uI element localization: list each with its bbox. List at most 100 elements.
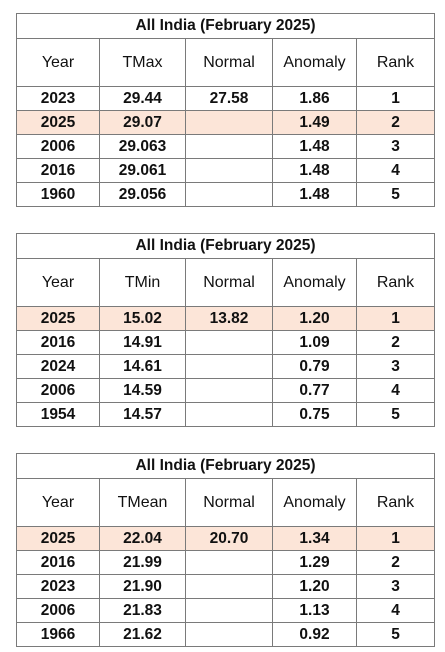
column-header-tmin: TMin bbox=[99, 258, 186, 307]
cell-normal bbox=[185, 354, 273, 379]
cell-normal: 20.70 bbox=[185, 526, 273, 551]
cell-anomaly: 0.92 bbox=[272, 622, 357, 647]
column-header-rank: Rank bbox=[355, 478, 436, 527]
cell-year: 1966 bbox=[16, 622, 100, 647]
table-row: 2023 21.90 1.20 3 bbox=[16, 574, 436, 599]
cell-anomaly: 1.09 bbox=[272, 330, 357, 355]
cell-normal bbox=[185, 378, 273, 403]
cell-year: 2023 bbox=[16, 574, 100, 599]
cell-rank: 1 bbox=[355, 86, 436, 111]
cell-rank: 1 bbox=[355, 306, 436, 331]
cell-rank: 4 bbox=[355, 158, 436, 183]
cell-value: 14.57 bbox=[99, 402, 186, 427]
table-row: 1960 29.056 1.48 5 bbox=[16, 182, 436, 207]
cell-value: 29.061 bbox=[99, 158, 186, 183]
cell-rank: 2 bbox=[355, 550, 436, 575]
cell-anomaly: 1.29 bbox=[272, 550, 357, 575]
cell-normal bbox=[185, 182, 273, 207]
tmean-table: All India (February 2025) Year TMean Nor… bbox=[15, 453, 436, 647]
cell-normal bbox=[185, 158, 273, 183]
cell-normal bbox=[185, 598, 273, 623]
column-header-rank: Rank bbox=[355, 258, 436, 307]
table-row-highlighted: 2025 29.07 1.49 2 bbox=[16, 110, 436, 135]
table-row: 2016 14.91 1.09 2 bbox=[16, 330, 436, 355]
cell-anomaly: 0.79 bbox=[272, 354, 357, 379]
cell-normal bbox=[185, 134, 273, 159]
cell-rank: 5 bbox=[355, 402, 436, 427]
column-header-anomaly: Anomaly bbox=[272, 478, 357, 527]
cell-value: 21.90 bbox=[99, 574, 186, 599]
cell-value: 21.83 bbox=[99, 598, 186, 623]
table-row: 2024 14.61 0.79 3 bbox=[16, 354, 436, 379]
table-title: All India (February 2025) bbox=[15, 233, 436, 259]
tmax-table: All India (February 2025) Year TMax Norm… bbox=[15, 13, 436, 207]
tmin-table: All India (February 2025) Year TMin Norm… bbox=[15, 233, 436, 427]
cell-rank: 2 bbox=[355, 110, 436, 135]
table-row: 2006 21.83 1.13 4 bbox=[16, 598, 436, 623]
cell-anomaly: 1.20 bbox=[272, 574, 357, 599]
cell-year: 2006 bbox=[16, 598, 100, 623]
cell-year: 2024 bbox=[16, 354, 100, 379]
cell-anomaly: 1.34 bbox=[272, 526, 357, 551]
cell-year: 2016 bbox=[16, 550, 100, 575]
cell-anomaly: 0.75 bbox=[272, 402, 357, 427]
table-row: 1966 21.62 0.92 5 bbox=[16, 622, 436, 647]
column-header-year: Year bbox=[16, 258, 100, 307]
column-header-tmax: TMax bbox=[99, 38, 186, 87]
cell-value: 21.99 bbox=[99, 550, 186, 575]
column-header-normal: Normal bbox=[185, 38, 273, 87]
cell-anomaly: 1.48 bbox=[272, 158, 357, 183]
table-row-highlighted: 2025 22.04 20.70 1.34 1 bbox=[16, 526, 436, 551]
table-row: 1954 14.57 0.75 5 bbox=[16, 402, 436, 427]
cell-year: 2025 bbox=[16, 306, 100, 331]
cell-value: 21.62 bbox=[99, 622, 186, 647]
cell-anomaly: 1.48 bbox=[272, 182, 357, 207]
cell-value: 29.056 bbox=[99, 182, 186, 207]
cell-rank: 3 bbox=[355, 354, 436, 379]
cell-year: 1954 bbox=[16, 402, 100, 427]
cell-normal bbox=[185, 622, 273, 647]
cell-anomaly: 1.20 bbox=[272, 306, 357, 331]
cell-year: 2016 bbox=[16, 330, 100, 355]
cell-anomaly: 1.48 bbox=[272, 134, 357, 159]
cell-rank: 5 bbox=[355, 622, 436, 647]
cell-normal: 27.58 bbox=[185, 86, 273, 111]
cell-anomaly: 1.86 bbox=[272, 86, 357, 111]
cell-value: 29.44 bbox=[99, 86, 186, 111]
cell-year: 2016 bbox=[16, 158, 100, 183]
cell-normal: 13.82 bbox=[185, 306, 273, 331]
cell-value: 15.02 bbox=[99, 306, 186, 331]
cell-year: 1960 bbox=[16, 182, 100, 207]
table-row: 2006 14.59 0.77 4 bbox=[16, 378, 436, 403]
column-header-anomaly: Anomaly bbox=[272, 38, 357, 87]
cell-value: 29.063 bbox=[99, 134, 186, 159]
cell-rank: 5 bbox=[355, 182, 436, 207]
cell-year: 2023 bbox=[16, 86, 100, 111]
cell-rank: 4 bbox=[355, 378, 436, 403]
column-header-year: Year bbox=[16, 38, 100, 87]
table-title: All India (February 2025) bbox=[15, 453, 436, 479]
column-header-tmean: TMean bbox=[99, 478, 186, 527]
table-row: 2016 21.99 1.29 2 bbox=[16, 550, 436, 575]
cell-value: 14.61 bbox=[99, 354, 186, 379]
cell-year: 2025 bbox=[16, 526, 100, 551]
cell-value: 14.91 bbox=[99, 330, 186, 355]
cell-anomaly: 1.49 bbox=[272, 110, 357, 135]
column-header-year: Year bbox=[16, 478, 100, 527]
cell-normal bbox=[185, 110, 273, 135]
cell-anomaly: 1.13 bbox=[272, 598, 357, 623]
cell-anomaly: 0.77 bbox=[272, 378, 357, 403]
column-header-rank: Rank bbox=[355, 38, 436, 87]
cell-rank: 3 bbox=[355, 134, 436, 159]
cell-rank: 2 bbox=[355, 330, 436, 355]
cell-normal bbox=[185, 574, 273, 599]
cell-rank: 1 bbox=[355, 526, 436, 551]
column-header-normal: Normal bbox=[185, 478, 273, 527]
table-row-highlighted: 2025 15.02 13.82 1.20 1 bbox=[16, 306, 436, 331]
cell-year: 2025 bbox=[16, 110, 100, 135]
cell-value: 22.04 bbox=[99, 526, 186, 551]
table-title: All India (February 2025) bbox=[15, 13, 436, 39]
cell-value: 14.59 bbox=[99, 378, 186, 403]
table-row: 2006 29.063 1.48 3 bbox=[16, 134, 436, 159]
column-header-anomaly: Anomaly bbox=[272, 258, 357, 307]
